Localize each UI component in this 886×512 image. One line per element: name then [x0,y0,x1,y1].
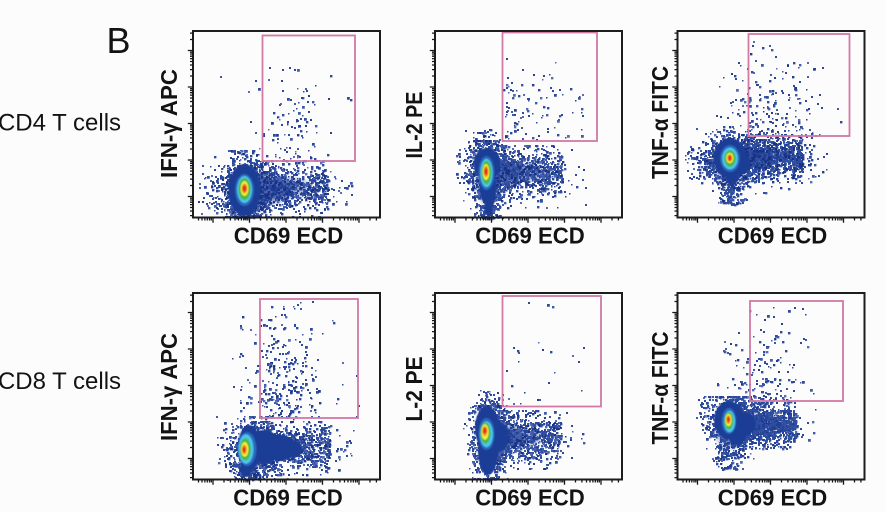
svg-text:IFN-γ APC: IFN-γ APC [156,333,182,441]
svg-text:CD8 T cells: CD8 T cells [0,368,121,395]
svg-text:IL-2 PE: IL-2 PE [401,92,427,159]
svg-text:CD69 ECD: CD69 ECD [718,223,828,249]
svg-text:TNF-α FITC: TNF-α FITC [647,332,673,445]
svg-text:B: B [107,20,131,61]
svg-text:CD69 ECD: CD69 ECD [718,485,828,511]
svg-text:CD4 T cells: CD4 T cells [0,110,121,137]
svg-text:CD69 ECD: CD69 ECD [475,485,585,511]
svg-text:CD69 ECD: CD69 ECD [475,223,585,249]
svg-text:IFN-γ APC: IFN-γ APC [156,69,182,178]
svg-text:TNF-α FITC: TNF-α FITC [647,66,673,179]
svg-text:L-2 PE: L-2 PE [401,357,427,422]
svg-text:CD69 ECD: CD69 ECD [234,223,344,249]
svg-text:CD69 ECD: CD69 ECD [233,485,343,511]
